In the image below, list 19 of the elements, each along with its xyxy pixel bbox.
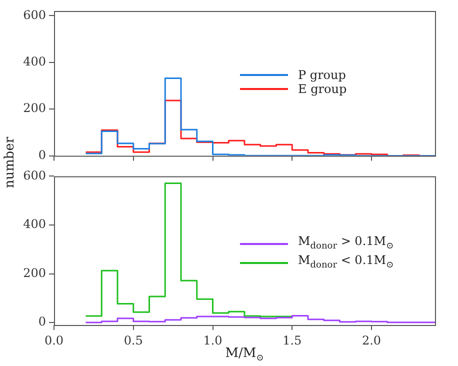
y-tick-label: 400 xyxy=(23,54,46,69)
legend-label: M$_{donor}$ > 0.1M$_{⊙}$ xyxy=(298,234,394,254)
x-tick-label: 0.5 xyxy=(124,333,143,348)
x-tick-label: 1.0 xyxy=(203,333,222,348)
y-tick-label: 0 xyxy=(38,314,46,329)
y-tick-label: 200 xyxy=(23,266,46,280)
x-axis-title: M/M$_{⊙}$ xyxy=(224,346,265,364)
y-tick-label: 600 xyxy=(23,168,46,182)
y-tick-label: 200 xyxy=(23,101,46,116)
y-tick-label: 400 xyxy=(23,217,46,232)
legend-label: M$_{donor}$ < 0.1M$_{⊙}$ xyxy=(298,253,394,273)
x-tick-label: 1.5 xyxy=(282,333,302,348)
y-tick-label: 0 xyxy=(38,148,46,162)
y-tick-label: 600 xyxy=(23,8,46,22)
legend-label: E group xyxy=(298,82,347,96)
x-tick-label: 0.0 xyxy=(44,333,64,348)
y-axis-title: number xyxy=(2,136,18,190)
x-tick-label: 2.0 xyxy=(362,333,382,348)
legend-label: P group xyxy=(298,68,346,82)
